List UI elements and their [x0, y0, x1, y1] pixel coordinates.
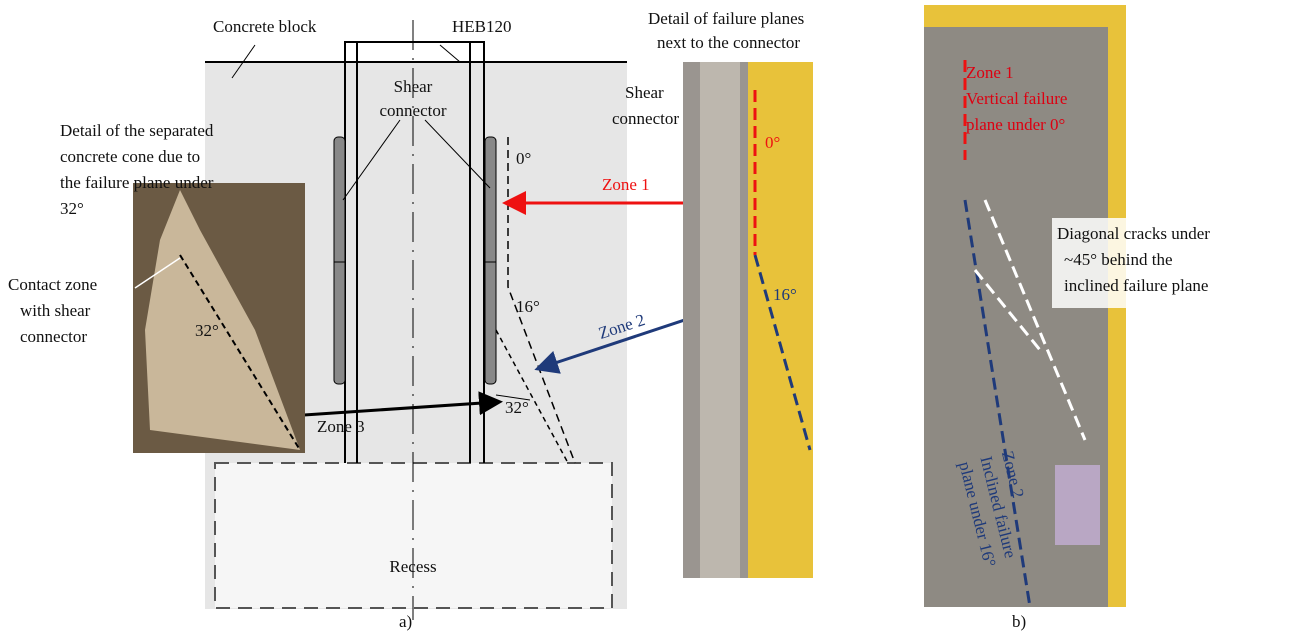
figure: Concrete block HEB120 Detail of failure … [0, 0, 1293, 637]
middle-photo [683, 62, 813, 578]
label: inclined failure plane [1064, 276, 1208, 295]
label: Contact zone [8, 275, 97, 294]
label: 32° [60, 199, 84, 218]
cone-photo [133, 183, 305, 453]
label: Shear [625, 83, 664, 102]
label: Recess [389, 557, 436, 576]
label: 0° [765, 133, 780, 152]
label: next to the connector [657, 33, 800, 52]
label: Detail of failure planes [648, 9, 804, 28]
label: Concrete block [213, 17, 317, 36]
label: HEB120 [452, 17, 512, 36]
label: connector [379, 101, 446, 120]
shear-connector [334, 137, 345, 384]
label: connector [612, 109, 679, 128]
label: Detail of the separated [60, 121, 214, 140]
label: plane under 0° [966, 115, 1065, 134]
label: 32° [505, 398, 529, 417]
label: Diagonal cracks under [1057, 224, 1210, 243]
label: ~45° behind the [1064, 250, 1173, 269]
label: the failure plane under [60, 173, 214, 192]
label: connector [20, 327, 87, 346]
label: Vertical failure [966, 89, 1067, 108]
label: Zone 3 [317, 417, 365, 436]
caption: b) [1012, 612, 1026, 631]
label: with shear [20, 301, 91, 320]
label: 32° [195, 321, 219, 340]
label: 16° [773, 285, 797, 304]
ruler [748, 62, 813, 578]
label: 16° [516, 297, 540, 316]
label: Zone 1 [602, 175, 650, 194]
label: concrete cone due to [60, 147, 200, 166]
label: Shear [394, 77, 433, 96]
label: 0° [516, 149, 531, 168]
label: Zone 1 [966, 63, 1014, 82]
caption: a) [399, 612, 412, 631]
shear-connector [485, 137, 496, 384]
leader [440, 45, 460, 62]
